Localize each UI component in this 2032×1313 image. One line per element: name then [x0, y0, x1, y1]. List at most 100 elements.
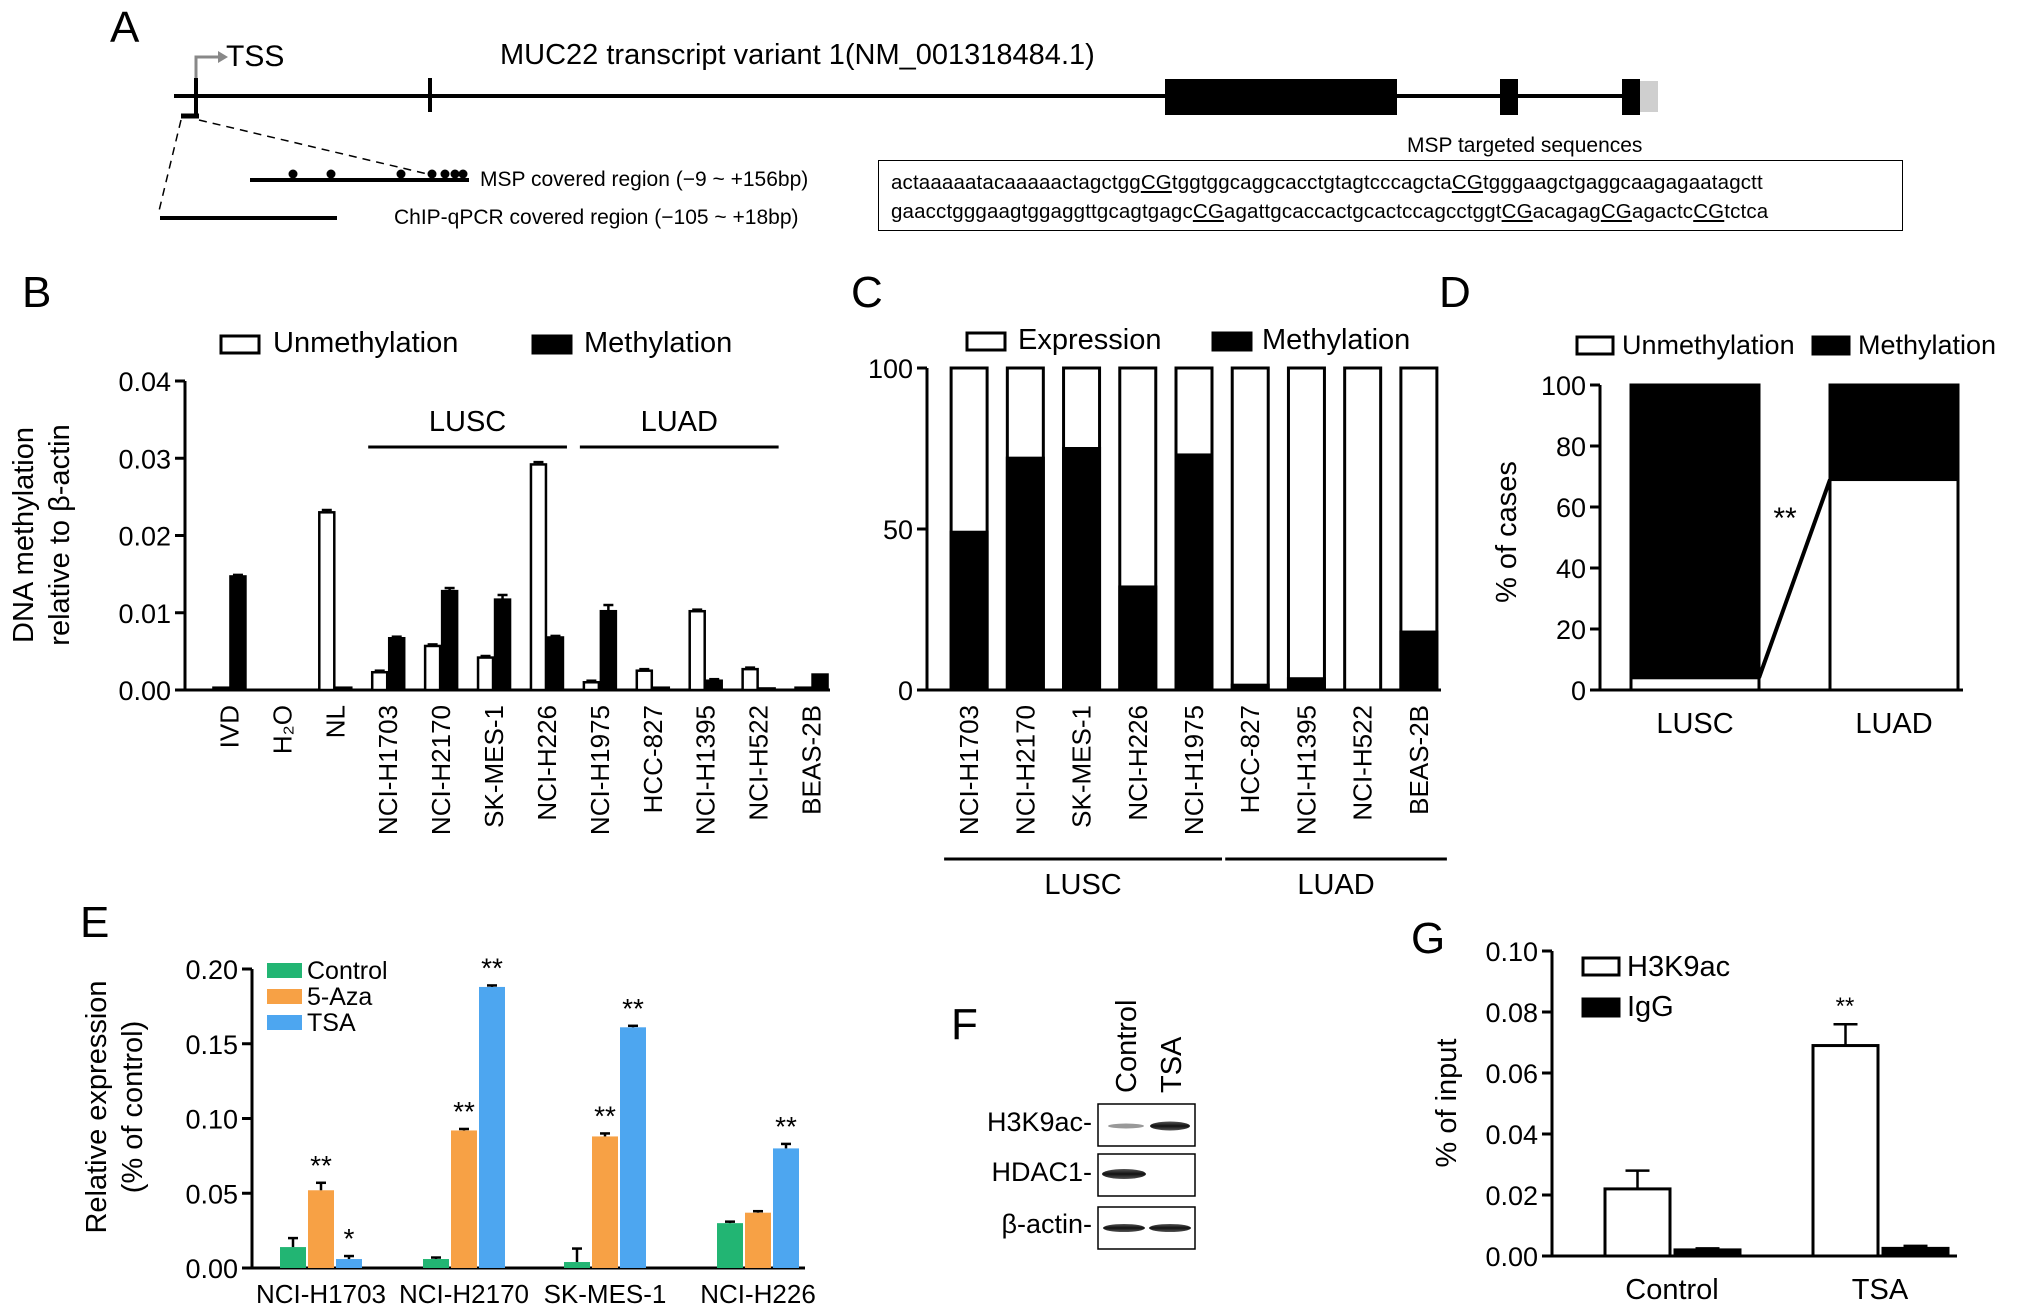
b-x-label: BEAS-2B — [797, 705, 827, 815]
sequence-text: actaaaaatacaaaaactagctgg — [891, 171, 1141, 194]
b-bar-methylation — [546, 636, 565, 692]
cpg-site-text: CG — [1140, 171, 1172, 194]
e-bar-control — [280, 1247, 306, 1268]
f-lane-tsa: TSA — [1156, 1036, 1188, 1093]
g-tick-label: 0.10 — [1485, 937, 1538, 967]
f-band-actin-tsa — [1149, 1224, 1191, 1232]
d-x-label: LUSC — [1656, 708, 1733, 740]
e-x-labels: NCI-H1703 NCI-H2170 SK-MES-1 NCI-H226 — [256, 1279, 816, 1309]
c-bar-methylation — [1399, 630, 1439, 692]
g-legend-swatch-h3k9ac — [1581, 956, 1621, 977]
b-x-label: NCI-H1975 — [585, 705, 615, 835]
b-group-label: LUSC — [429, 406, 506, 438]
c-tick-label: 50 — [883, 515, 913, 545]
chip-region-label: ChIP-qPCR covered region (−105 ~ +18bp) — [394, 206, 799, 229]
msp-region-label: MSP covered region (−9 ~ +156bp) — [480, 168, 808, 191]
c-x-label: NCI-H1703 — [954, 705, 984, 835]
tss-arrow — [194, 55, 218, 78]
c-tick-label: 0 — [898, 676, 913, 706]
e-bar-5-aza — [308, 1190, 334, 1268]
e-legend-5aza: 5-Aza — [307, 983, 372, 1011]
c-bar-methylation — [1062, 447, 1102, 692]
panel-letter-e: E — [80, 898, 109, 947]
b-legend-swatch-unmethylation — [219, 334, 261, 355]
tss-arrow-head — [218, 51, 228, 63]
g-tick-label: 0.06 — [1485, 1059, 1538, 1089]
exon-small-2 — [1622, 79, 1640, 115]
c-bar-expression — [1286, 366, 1326, 692]
c-bar-methylation — [1174, 453, 1214, 692]
e-x-label: NCI-H226 — [700, 1279, 816, 1309]
cpg-site-text: CG — [1451, 171, 1483, 194]
b-bar-unmethylation — [582, 681, 601, 692]
d-ylabel: % of cases — [1491, 461, 1523, 603]
b-bar-unmethylation — [212, 686, 230, 692]
b-x-label: NCI-H1395 — [691, 705, 721, 835]
g-significance: ** — [1836, 993, 1855, 1020]
b-y-axis: 0.00 0.01 0.02 0.03 0.04 — [118, 367, 830, 706]
g-bar-igg — [1881, 1246, 1950, 1258]
utr-region — [1640, 81, 1658, 112]
b-bar-unmethylation — [370, 670, 389, 692]
f-row-hdac1: HDAC1- — [991, 1157, 1092, 1187]
b-bar-methylation — [758, 687, 776, 692]
c-x-label: NCI-H226 — [1123, 705, 1153, 821]
e-bar-5-aza — [745, 1212, 771, 1268]
c-legend-expression: Expression — [1018, 324, 1161, 356]
e-x-label: NCI-H1703 — [256, 1279, 386, 1309]
e-tick-label: 0.15 — [185, 1030, 238, 1060]
b-bar-methylation — [440, 589, 459, 692]
sequence-text: tctca — [1724, 200, 1769, 223]
b-tick-label: 0.01 — [118, 599, 171, 629]
e-significance: ** — [310, 1150, 332, 1181]
d-bar-unmethylation — [1828, 478, 1960, 692]
exon-small-1 — [1500, 79, 1518, 115]
e-tick-label: 0.05 — [185, 1179, 238, 1209]
b-x-labels: IVD H₂O NL NCI-H1703 NCI-H2170 SK-MES-1 NCI-H2… — [214, 705, 826, 835]
c-bar-methylation — [949, 530, 989, 692]
panel-b: B DNA methylation relative to β-actin Un… — [8, 268, 830, 835]
c-legend-methylation: Methylation — [1262, 324, 1410, 356]
e-bar-tsa — [336, 1259, 362, 1268]
e-ylabel2: (% of control) — [117, 1021, 149, 1193]
msp-sequence-box: actaaaaatacaaaaactagctggCGtggtggcaggcacc… — [878, 160, 1903, 231]
tss-label: TSS — [226, 40, 284, 73]
panel-f: F Control TSA H3K9ac- HDAC1- β-actin- — [951, 1000, 1196, 1250]
e-significance: ** — [453, 1096, 475, 1127]
panel-a: A TSS MUC22 transcript variant 1(NM_0013… — [110, 3, 1658, 229]
g-x-label: Control — [1625, 1274, 1719, 1306]
c-x-labels: NCI-H1703 NCI-H2170 SK-MES-1 NCI-H226 NCI-H1… — [954, 705, 1434, 835]
b-tick-label: 0.03 — [118, 444, 171, 474]
c-legend-swatch-expression — [965, 331, 1007, 352]
b-bar-unmethylation — [529, 463, 548, 692]
g-tick-label: 0.04 — [1485, 1120, 1538, 1150]
d-bar-methylation — [1629, 383, 1761, 692]
e-legend-swatch-5aza — [267, 989, 302, 1004]
b-bar-methylation — [599, 609, 618, 692]
e-bar-5-aza — [451, 1130, 477, 1268]
b-legend-swatch-methylation — [531, 334, 573, 355]
exon-large — [1165, 79, 1397, 115]
b-tick-label: 0.04 — [118, 367, 171, 397]
sequence-line-2: gaacctgggaagtggaggttgcagtgagcCGagattgcac… — [891, 197, 1892, 226]
g-tick-label: 0.00 — [1485, 1242, 1538, 1272]
c-bar-methylation — [1118, 585, 1158, 692]
cpg-site-text: CG — [1693, 200, 1725, 223]
d-tick-label: 0 — [1571, 676, 1586, 706]
c-x-label: NCI-H522 — [1348, 705, 1378, 821]
f-band-h3k9ac-control — [1108, 1123, 1144, 1129]
e-tick-label: 0.20 — [185, 955, 238, 985]
f-lane-control: Control — [1111, 1000, 1143, 1094]
c-x-label: NCI-H1975 — [1179, 705, 1209, 835]
panel-g: G % of input H3K9ac IgG 0.00 0.02 0.04 0.06… — [1411, 914, 1957, 1306]
d-bars: LUSC LUAD — [1629, 383, 1960, 740]
e-x-label: SK-MES-1 — [544, 1279, 667, 1309]
d-connector-line — [1757, 478, 1832, 679]
panel-letter-f: F — [951, 1000, 978, 1049]
b-bar-methylation — [811, 673, 829, 692]
g-legend-igg: IgG — [1627, 991, 1674, 1023]
c-x-label: BEAS-2B — [1404, 705, 1434, 815]
b-bar-unmethylation — [794, 686, 812, 692]
b-bar-methylation — [335, 686, 353, 692]
